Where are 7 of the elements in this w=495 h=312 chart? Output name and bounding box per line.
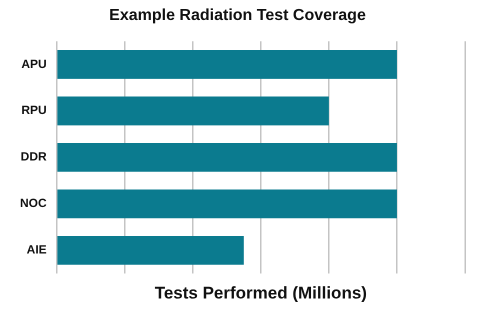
chart-title: Example Radiation Test Coverage	[109, 7, 366, 24]
y-tick-label: RPU	[21, 103, 47, 118]
y-tick-label: AIE	[26, 242, 47, 257]
y-tick-label: DDR	[20, 150, 47, 164]
y-tick-label: APU	[21, 56, 47, 71]
x-axis-title: Tests Performed (Millions)	[154, 283, 367, 302]
y-tick-label: NOC	[20, 196, 47, 210]
